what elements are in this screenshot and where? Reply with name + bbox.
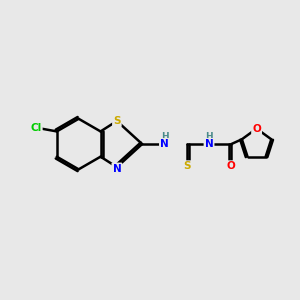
Text: S: S: [183, 161, 190, 171]
Text: Cl: Cl: [30, 124, 42, 134]
Text: S: S: [113, 116, 121, 126]
Text: N: N: [160, 139, 169, 149]
Text: N: N: [205, 139, 213, 149]
Text: O: O: [227, 161, 236, 171]
Text: H: H: [205, 132, 213, 141]
Text: O: O: [252, 124, 261, 134]
Text: H: H: [160, 132, 168, 141]
Text: N: N: [112, 164, 121, 174]
